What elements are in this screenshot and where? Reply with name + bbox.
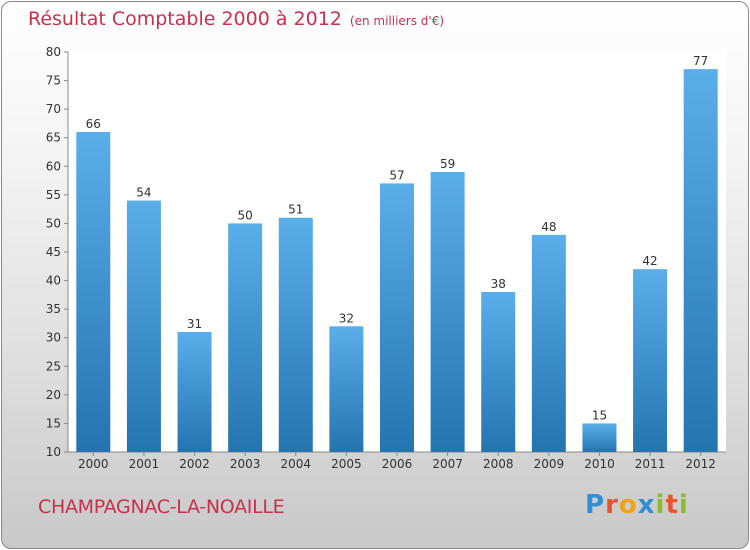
logo-letter: t [665,490,679,520]
logo-letter: P [585,490,606,520]
y-tick-label: 40 [46,274,61,288]
y-tick-label: 35 [46,302,61,316]
y-tick-label: 15 [46,416,61,430]
bar [531,234,566,452]
x-tick-label: 2011 [635,457,666,471]
x-tick-label: 2007 [432,457,463,471]
y-tick-label: 80 [46,45,61,59]
bar-value-label: 54 [136,186,151,200]
y-tick-label: 20 [46,388,61,402]
y-tick-label: 50 [46,216,61,230]
y-tick-label: 45 [46,245,61,259]
logo-letter: x [637,490,656,520]
x-tick-label: 2003 [230,457,261,471]
y-tick-label: 70 [46,102,61,116]
chart-title-text: Résultat Comptable 2000 à 2012 [28,8,342,30]
x-tick-label: 2001 [129,457,160,471]
bar [633,269,668,452]
y-tick-label: 55 [46,188,61,202]
logo-letter: r [605,490,619,520]
bar-value-label: 31 [187,317,202,331]
bar [481,292,516,452]
x-tick-label: 2006 [382,457,413,471]
bar [582,423,617,452]
chart-subtitle: (en milliers d'€) [349,14,445,28]
bar-value-label: 38 [491,277,506,291]
x-tick-label: 2005 [331,457,362,471]
bar-value-label: 66 [86,117,101,131]
x-tick-label: 2008 [483,457,514,471]
bar [76,132,111,452]
x-tick-label: 2004 [280,457,311,471]
bar [126,200,161,452]
bar [380,183,414,452]
chart-title: Résultat Comptable 2000 à 2012 (en millie… [28,8,444,30]
bar-value-label: 42 [642,254,657,268]
bar-value-label: 32 [339,311,354,325]
x-tick-label: 2000 [78,457,109,471]
logo-letter: o [618,490,638,520]
bar [228,223,263,452]
bar-value-label: 50 [238,208,253,222]
bar-value-label: 48 [541,220,556,234]
bar-value-label: 77 [693,54,708,68]
logo-letter: i [678,490,689,520]
bar-value-label: 59 [440,157,455,171]
y-tick-label: 30 [46,331,61,345]
y-tick-label: 60 [46,159,61,173]
bar-value-label: 51 [288,203,303,217]
y-tick-label: 10 [46,445,61,459]
bar [177,332,212,452]
commune-name: CHAMPAGNAC-LA-NOAILLE [38,496,285,518]
bar-value-label: 57 [389,168,404,182]
bar [329,326,364,452]
bar-value-label: 15 [592,408,607,422]
bar [683,69,718,453]
x-tick-label: 2009 [534,457,565,471]
proxiti-logo[interactable]: Proxiti [585,490,689,520]
y-tick-label: 65 [46,131,61,145]
x-tick-label: 2010 [584,457,615,471]
x-tick-label: 2002 [179,457,210,471]
y-tick-label: 25 [46,359,61,373]
x-tick-label: 2012 [685,457,716,471]
bar [278,217,313,452]
bar [430,172,465,452]
y-tick-label: 75 [46,74,61,88]
logo-letter: i [655,490,666,520]
